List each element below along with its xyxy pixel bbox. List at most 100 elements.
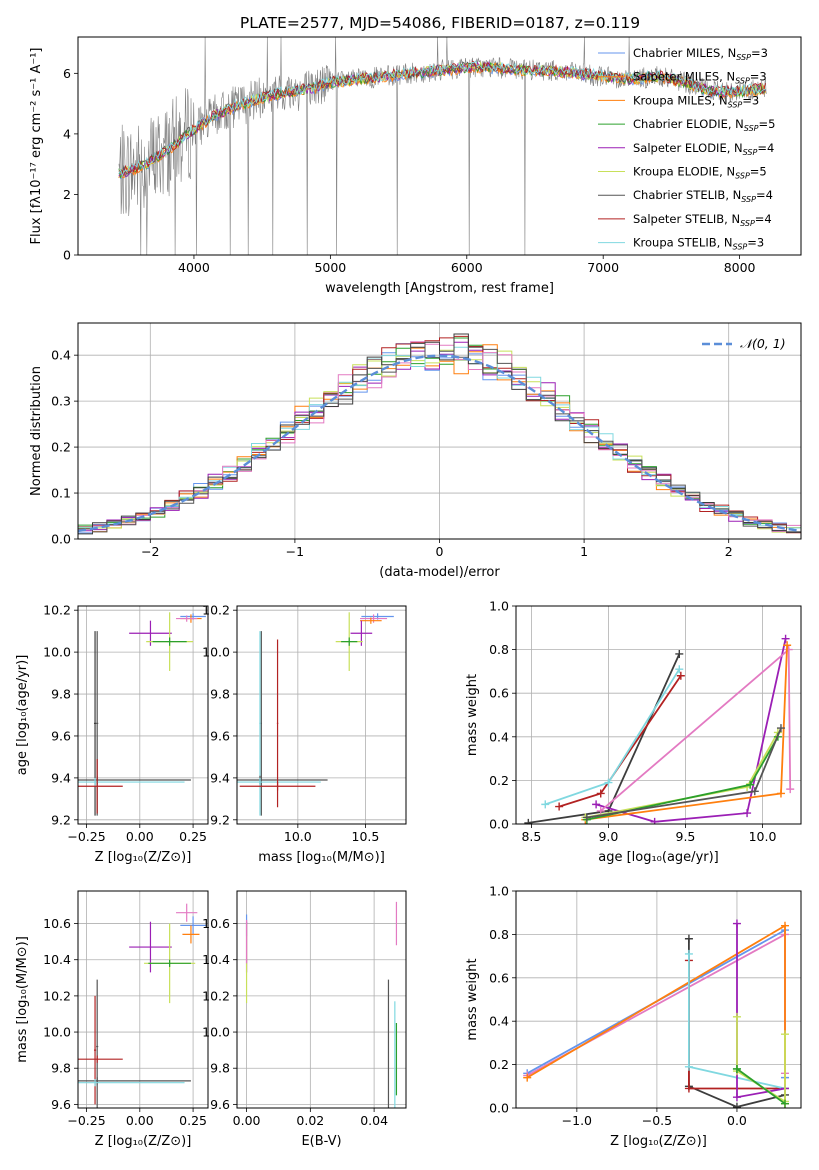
- weight-marker: [784, 645, 793, 654]
- x-tick-label: 9.5: [676, 829, 696, 844]
- weight-marker: [650, 817, 659, 824]
- x-axis-label: wavelength [Angstrom, rest frame]: [325, 281, 554, 296]
- y-axis-label: mass weight: [465, 674, 480, 756]
- legend-subscript: SSP: [728, 100, 743, 109]
- legend-tail: =3: [750, 70, 767, 84]
- plot-frame: [77, 605, 209, 825]
- y-tick-label: 0.0: [489, 817, 509, 832]
- legend-text: Chabrier ELODIE, N: [633, 117, 744, 131]
- x-tick-label: 0: [436, 544, 444, 559]
- legend-entry: Salpeter MILES, NSSP=3: [633, 70, 767, 86]
- y-tick-label: 9.6: [51, 1097, 71, 1112]
- Z-weight-panel: −1.0 −0.5 0.0 0.0 0.2 0.4 0.6 0.8 1.0 Z [log₁₀(Z/…: [465, 884, 802, 1149]
- Z-mass-panel: −0.25 0.00 0.25 9.6 9.8 10.0 10.2 10.4 10.6 Z [lo…: [15, 890, 209, 1149]
- weight-marker: [732, 1093, 741, 1102]
- weight-series: [595, 638, 787, 823]
- plot-frame: [236, 890, 407, 1109]
- x-axis-label: age [log₁₀(age/yr)]: [598, 850, 719, 865]
- y-tick-label: 0.4: [489, 729, 509, 744]
- y-tick-label: 10.0: [43, 645, 71, 660]
- weight-marker: [780, 1099, 789, 1108]
- y-tick-label: 10.4: [43, 952, 71, 967]
- plot-area: [78, 612, 206, 816]
- y-tick-label: 0.8: [489, 927, 509, 942]
- x-tick-label: −0.25: [67, 1113, 105, 1128]
- y-tick-label: 0.2: [51, 440, 71, 455]
- legend-text: Kroupa ELODIE, N: [633, 165, 735, 179]
- plot-area: [245, 901, 398, 1108]
- data-point: [78, 1055, 123, 1063]
- data-point: [180, 916, 206, 935]
- weight-marker: [684, 1084, 693, 1093]
- weight-marker: [555, 802, 564, 811]
- y-tick-label: 10.4: [202, 952, 230, 967]
- x-tick-label: 0.02: [296, 1113, 324, 1128]
- x-axis-label: mass [log₁₀(M/M⊙)]: [258, 850, 385, 865]
- data-point: [239, 782, 316, 791]
- x-tick-label: 0.00: [126, 1113, 154, 1128]
- legend-subscript: SSP: [740, 219, 755, 228]
- x-tick-label: 2: [725, 544, 733, 559]
- data-point: [152, 637, 187, 646]
- y-axis-label: mass weight: [465, 958, 480, 1040]
- legend-entry: Chabrier ELODIE, NSSP=5: [633, 117, 775, 133]
- y-tick-label: 0.6: [489, 686, 509, 701]
- y-tick-label: 0.2: [489, 1057, 509, 1072]
- y-tick-label: 10.2: [202, 603, 230, 618]
- y-axis-label: Normed distribution: [29, 366, 44, 496]
- weight-marker: [781, 634, 790, 643]
- x-tick-label: 0.25: [179, 1113, 207, 1128]
- legend-entry: Kroupa MILES, NSSP=3: [633, 93, 759, 109]
- y-tick-label: 0.8: [489, 642, 509, 657]
- legend-text: Salpeter ELODIE, N: [633, 141, 743, 155]
- weight-series: [528, 653, 681, 824]
- weight-marker: [684, 1062, 693, 1071]
- legend-tail: =4: [755, 212, 772, 226]
- y-tick-label: 9.6: [51, 728, 71, 743]
- weight-marker: [676, 671, 685, 680]
- y-tick-label: 2: [63, 187, 71, 202]
- y-tick-label: 10.6: [202, 916, 230, 931]
- plot-area: [523, 919, 789, 1108]
- weight-series: [586, 727, 782, 819]
- y-tick-label: 1.0: [489, 884, 509, 899]
- y-tick-label: 0.6: [489, 970, 509, 985]
- x-tick-label: 0.0: [727, 1113, 747, 1128]
- weight-marker: [675, 665, 684, 674]
- residuals-panel: −2 −1 0 1 2 0.0 0.1 0.2 0.3 0.4 (data-model)/error…: [29, 322, 802, 580]
- y-tick-label: 0.3: [51, 394, 71, 409]
- legend-subscript: SSP: [735, 77, 750, 86]
- x-tick-label: 10.5: [352, 829, 380, 844]
- data-point: [176, 903, 198, 922]
- mass-age-panel: 10.0 10.5 9.2 9.4 9.6 9.8 10.0 10.2 mass [log₁₀(…: [202, 603, 407, 865]
- y-tick-label: 6: [63, 66, 71, 81]
- x-tick-label: −2: [141, 544, 159, 559]
- x-tick-label: 0.00: [233, 1113, 261, 1128]
- weight-marker: [746, 780, 755, 789]
- plot-frame: [515, 605, 802, 825]
- weight-marker: [596, 789, 605, 798]
- weight-marker: [524, 818, 533, 824]
- plot-area: [78, 903, 206, 1108]
- x-tick-label: −0.5: [642, 1113, 672, 1128]
- weight-marker: [776, 789, 785, 798]
- data-point: [78, 777, 185, 787]
- weight-marker: [604, 778, 613, 787]
- legend-text: Kroupa STELIB, N: [633, 236, 733, 250]
- data-point: [341, 637, 358, 646]
- plot-frame: [77, 36, 802, 256]
- gaussian-curve: [78, 354, 801, 533]
- legend-entry: Kroupa ELODIE, NSSP=5: [633, 165, 767, 181]
- y-tick-label: 10.6: [43, 916, 71, 931]
- legend-text: Salpeter STELIB, N: [633, 212, 740, 226]
- data-point: [276, 639, 279, 808]
- data-point: [93, 631, 97, 816]
- weight-marker: [523, 1073, 532, 1082]
- data-point: [129, 921, 172, 973]
- legend-tail: =4: [756, 188, 773, 202]
- y-tick-label: 10.2: [202, 988, 230, 1003]
- y-tick-label: 0.4: [489, 1014, 509, 1029]
- y-tick-label: 0.0: [489, 1101, 509, 1116]
- plot-area: [237, 612, 394, 816]
